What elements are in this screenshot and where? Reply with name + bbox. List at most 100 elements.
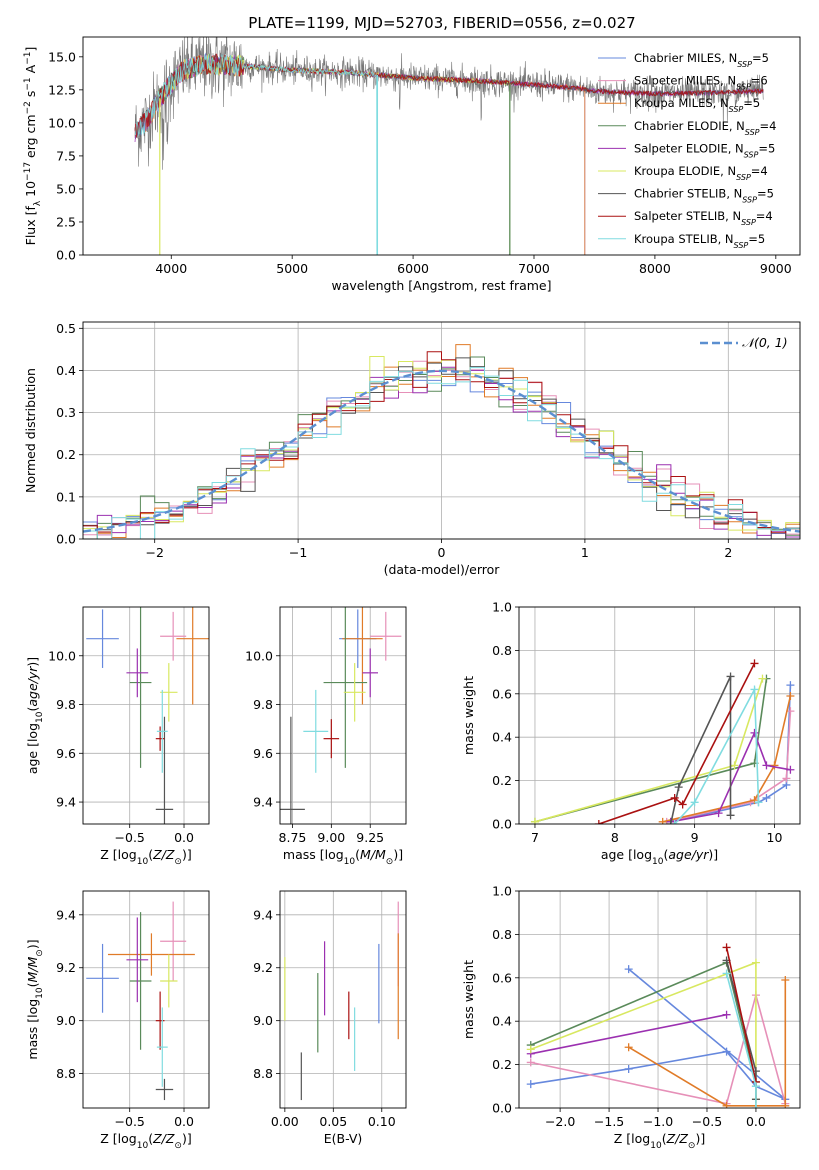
y-axis-label: mass [log10(M/M⊙)] bbox=[25, 939, 45, 1059]
y-tick-label: 0.3 bbox=[56, 405, 76, 420]
legend-entry: Kroupa MILES, NSSP=5 bbox=[634, 96, 760, 114]
weight-marker bbox=[750, 685, 759, 694]
weight-marker bbox=[678, 800, 687, 809]
y-tick-label: 0.1 bbox=[56, 489, 76, 504]
legend-entry: 𝒩(0, 1) bbox=[742, 335, 788, 350]
x-tick-label: 8 bbox=[611, 830, 619, 845]
residual-histogram-chabrier-elodie bbox=[83, 356, 800, 539]
weight-line-salpeter-elodie bbox=[530, 1013, 727, 1055]
error-point-kroupa-miles bbox=[342, 607, 383, 705]
residual-histogram-kroupa-stelib bbox=[83, 367, 800, 539]
y-tick-label: 10.0 bbox=[245, 648, 273, 663]
y-tick-label: 2.5 bbox=[56, 214, 76, 229]
y-tick-label: 7.5 bbox=[56, 148, 76, 163]
weight-marker bbox=[786, 765, 795, 774]
model-spectrum-chabrier-elodie bbox=[157, 53, 511, 255]
legend-entry: Kroupa STELIB, NSSP=5 bbox=[634, 232, 765, 250]
weight-line-salpeter-miles bbox=[666, 711, 792, 823]
weight-line-chabrier-miles bbox=[530, 968, 786, 1101]
plot-area bbox=[83, 344, 800, 539]
x-tick-label: 0.10 bbox=[368, 1114, 396, 1129]
x-tick-label: 1 bbox=[581, 545, 589, 560]
model-spectrum-kroupa-stelib bbox=[134, 54, 378, 255]
weight-marker bbox=[722, 943, 731, 952]
x-tick-label: 0.00 bbox=[271, 1114, 299, 1129]
x-axis-label: age [log10(age/yr)] bbox=[601, 847, 718, 867]
x-tick-label: 5000 bbox=[276, 261, 308, 276]
x-tick-label: −1.5 bbox=[594, 1114, 624, 1129]
error-point-salpeter-elodie bbox=[126, 648, 149, 698]
weight-marker bbox=[670, 820, 679, 824]
residual-histogram-chabrier-stelib bbox=[83, 357, 800, 539]
weight-marker bbox=[781, 1101, 790, 1108]
error-point-salpeter-stelib bbox=[155, 991, 165, 1050]
y-tick-label: 10.0 bbox=[48, 115, 76, 130]
y-tick-label: 1.0 bbox=[492, 600, 512, 615]
x-axis-label: E(B-V) bbox=[324, 1131, 363, 1146]
legend-entry: Salpeter MILES, NSSP=6 bbox=[634, 74, 768, 92]
x-axis-label: Z [log10(Z/Z⊙)] bbox=[100, 847, 191, 867]
x-axis-label: mass [log10(M/M⊙)] bbox=[283, 847, 403, 867]
y-tick-label: 5.0 bbox=[56, 181, 76, 196]
weight-marker bbox=[670, 793, 679, 802]
x-tick-label: −0.5 bbox=[115, 830, 145, 845]
y-tick-label: 9.0 bbox=[56, 1013, 76, 1028]
error-point-kroupa-stelib bbox=[156, 1007, 168, 1087]
gaussian-reference-curve bbox=[83, 369, 800, 533]
plot-area bbox=[86, 607, 209, 824]
weight-marker bbox=[714, 809, 723, 818]
plot-area bbox=[280, 607, 402, 824]
x-tick-label: 0.0 bbox=[174, 1114, 194, 1129]
model-spectrum-kroupa-elodie bbox=[157, 53, 511, 255]
weight-marker bbox=[624, 1043, 633, 1052]
weight-marker bbox=[754, 798, 763, 807]
weight-line-kroupa-elodie bbox=[534, 678, 764, 823]
weight-marker bbox=[786, 681, 795, 690]
error-point-kroupa-elodie bbox=[160, 954, 178, 1008]
model-spectrum-salpeter-stelib bbox=[134, 53, 764, 138]
weight-line-salpeter-stelib bbox=[725, 947, 757, 1083]
plot-area bbox=[86, 901, 195, 1101]
y-tick-label: 9.6 bbox=[56, 746, 76, 761]
y-axis-label: mass weight bbox=[461, 960, 476, 1039]
axes-frame bbox=[279, 890, 407, 1109]
x-tick-label: 9.25 bbox=[356, 830, 384, 845]
y-tick-label: 9.0 bbox=[253, 1013, 273, 1028]
error-point-salpeter-stelib bbox=[155, 726, 165, 751]
x-tick-label: 0.05 bbox=[319, 1114, 347, 1129]
legend-entry: Chabrier STELIB, NSSP=5 bbox=[634, 187, 774, 205]
x-tick-label: 0.0 bbox=[174, 830, 194, 845]
weight-marker bbox=[786, 707, 795, 716]
weight-marker bbox=[526, 1080, 535, 1089]
weight-marker bbox=[624, 965, 633, 974]
y-tick-label: 10.0 bbox=[48, 648, 76, 663]
y-tick-label: 9.4 bbox=[56, 907, 76, 922]
weight-marker bbox=[751, 1104, 760, 1108]
error-point-salpeter-miles bbox=[160, 611, 187, 661]
axes-frame bbox=[82, 606, 210, 825]
y-tick-label: 9.2 bbox=[56, 960, 76, 975]
x-tick-label: 2 bbox=[724, 545, 732, 560]
weight-marker bbox=[726, 811, 735, 820]
y-tick-label: 0.5 bbox=[56, 321, 76, 336]
panel-age-vs-Z: −0.5 0.0 9.4 9.6 9.8 10.0 Z [log10(Z/Z⊙)] age [… bbox=[25, 606, 210, 867]
weight-marker bbox=[786, 691, 795, 700]
error-point-kroupa-stelib bbox=[303, 689, 329, 773]
axes-frame bbox=[279, 606, 407, 825]
error-point-chabrier-miles bbox=[86, 609, 119, 668]
panel-mass-vs-ebv: 0.00 0.05 0.10 8.8 9.0 9.2 9.4 E(B-V) bbox=[253, 890, 407, 1146]
weight-marker bbox=[750, 659, 759, 668]
y-tick-label: 0.0 bbox=[492, 1101, 512, 1116]
weight-line-chabrier-elodie bbox=[534, 678, 768, 823]
legend-entry: Chabrier MILES, NSSP=5 bbox=[634, 51, 769, 69]
weight-marker bbox=[530, 817, 539, 824]
x-tick-label: −1 bbox=[289, 545, 307, 560]
weight-marker bbox=[730, 761, 739, 770]
weight-marker bbox=[594, 820, 603, 824]
y-tick-label: 0.4 bbox=[56, 363, 76, 378]
weight-marker bbox=[526, 1058, 535, 1067]
figure-title: PLATE=1199, MJD=52703, FIBERID=0556, z=0… bbox=[248, 14, 635, 32]
x-tick-label: −0.5 bbox=[692, 1114, 722, 1129]
y-tick-label: 8.8 bbox=[56, 1066, 76, 1081]
